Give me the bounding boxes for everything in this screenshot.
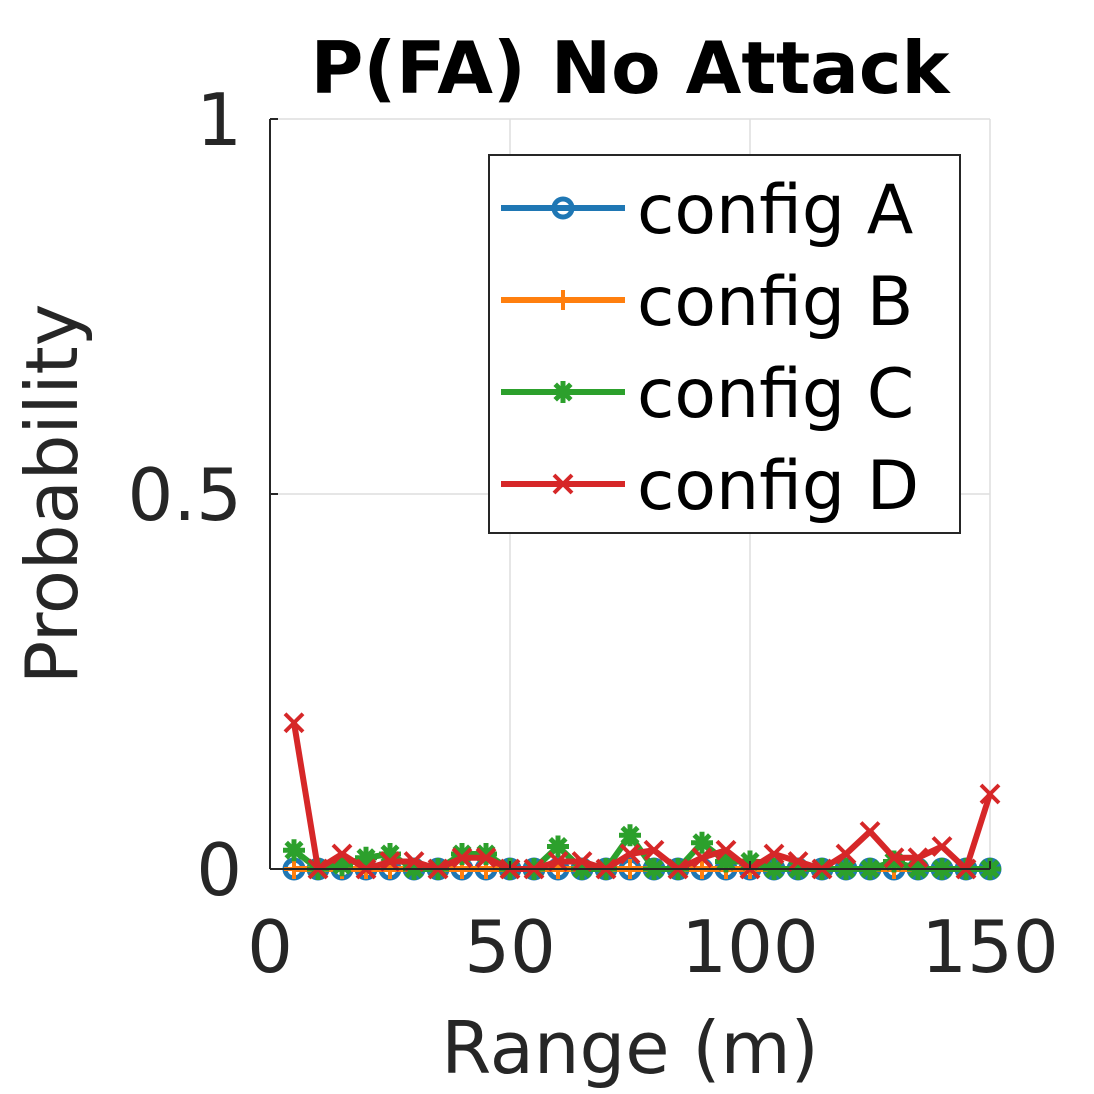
data-point bbox=[979, 783, 1001, 805]
y-ticks: 00.51 bbox=[127, 78, 278, 912]
data-point bbox=[475, 847, 497, 869]
y-tick-label: 0.5 bbox=[127, 453, 242, 537]
data-point bbox=[379, 851, 401, 872]
data-point bbox=[715, 839, 737, 861]
data-point bbox=[451, 847, 473, 869]
legend-label: config C bbox=[637, 355, 914, 434]
x-tick-label: 100 bbox=[681, 905, 818, 989]
data-point bbox=[643, 839, 665, 861]
data-point bbox=[763, 843, 785, 865]
data-point bbox=[931, 836, 953, 857]
legend-entry: config A bbox=[501, 171, 913, 250]
data-point bbox=[331, 843, 353, 865]
data-point bbox=[883, 847, 905, 869]
data-point bbox=[403, 851, 425, 872]
data-point bbox=[283, 712, 305, 734]
data-point bbox=[835, 843, 857, 865]
legend-entry: config B bbox=[501, 263, 913, 342]
series-config-d bbox=[283, 712, 1001, 880]
legend-entry: config D bbox=[501, 447, 919, 526]
legend-entry: config C bbox=[501, 355, 914, 434]
y-tick-label: 0 bbox=[196, 828, 242, 912]
legend-marker bbox=[553, 290, 573, 310]
data-point bbox=[787, 851, 809, 872]
legend-marker bbox=[552, 381, 574, 403]
data-point bbox=[547, 835, 569, 858]
legend: config A config B config C config D bbox=[488, 154, 961, 534]
legend-marker bbox=[552, 473, 574, 495]
y-axis-label: Probability bbox=[10, 304, 94, 685]
x-tick-label: 50 bbox=[464, 905, 556, 989]
data-point bbox=[619, 824, 641, 847]
data-point bbox=[691, 847, 713, 869]
chart-title: P(FA) No Attack bbox=[311, 26, 952, 110]
data-point bbox=[907, 847, 929, 869]
legend-label: config A bbox=[637, 171, 913, 250]
data-point bbox=[859, 821, 881, 842]
x-tick-label: 0 bbox=[247, 905, 293, 989]
x-ticks: 0 50 100 150 bbox=[247, 861, 1059, 989]
data-point bbox=[283, 839, 305, 862]
data-point bbox=[547, 851, 569, 872]
legend-label: config D bbox=[637, 447, 919, 526]
y-tick-label: 1 bbox=[196, 78, 242, 162]
x-axis-label: Range (m) bbox=[441, 1006, 818, 1090]
data-point bbox=[571, 851, 593, 872]
x-tick-label: 150 bbox=[921, 905, 1058, 989]
legend-label: config B bbox=[637, 263, 913, 342]
legend-marker bbox=[551, 196, 575, 220]
data-point bbox=[691, 831, 713, 854]
data-point bbox=[619, 843, 641, 865]
